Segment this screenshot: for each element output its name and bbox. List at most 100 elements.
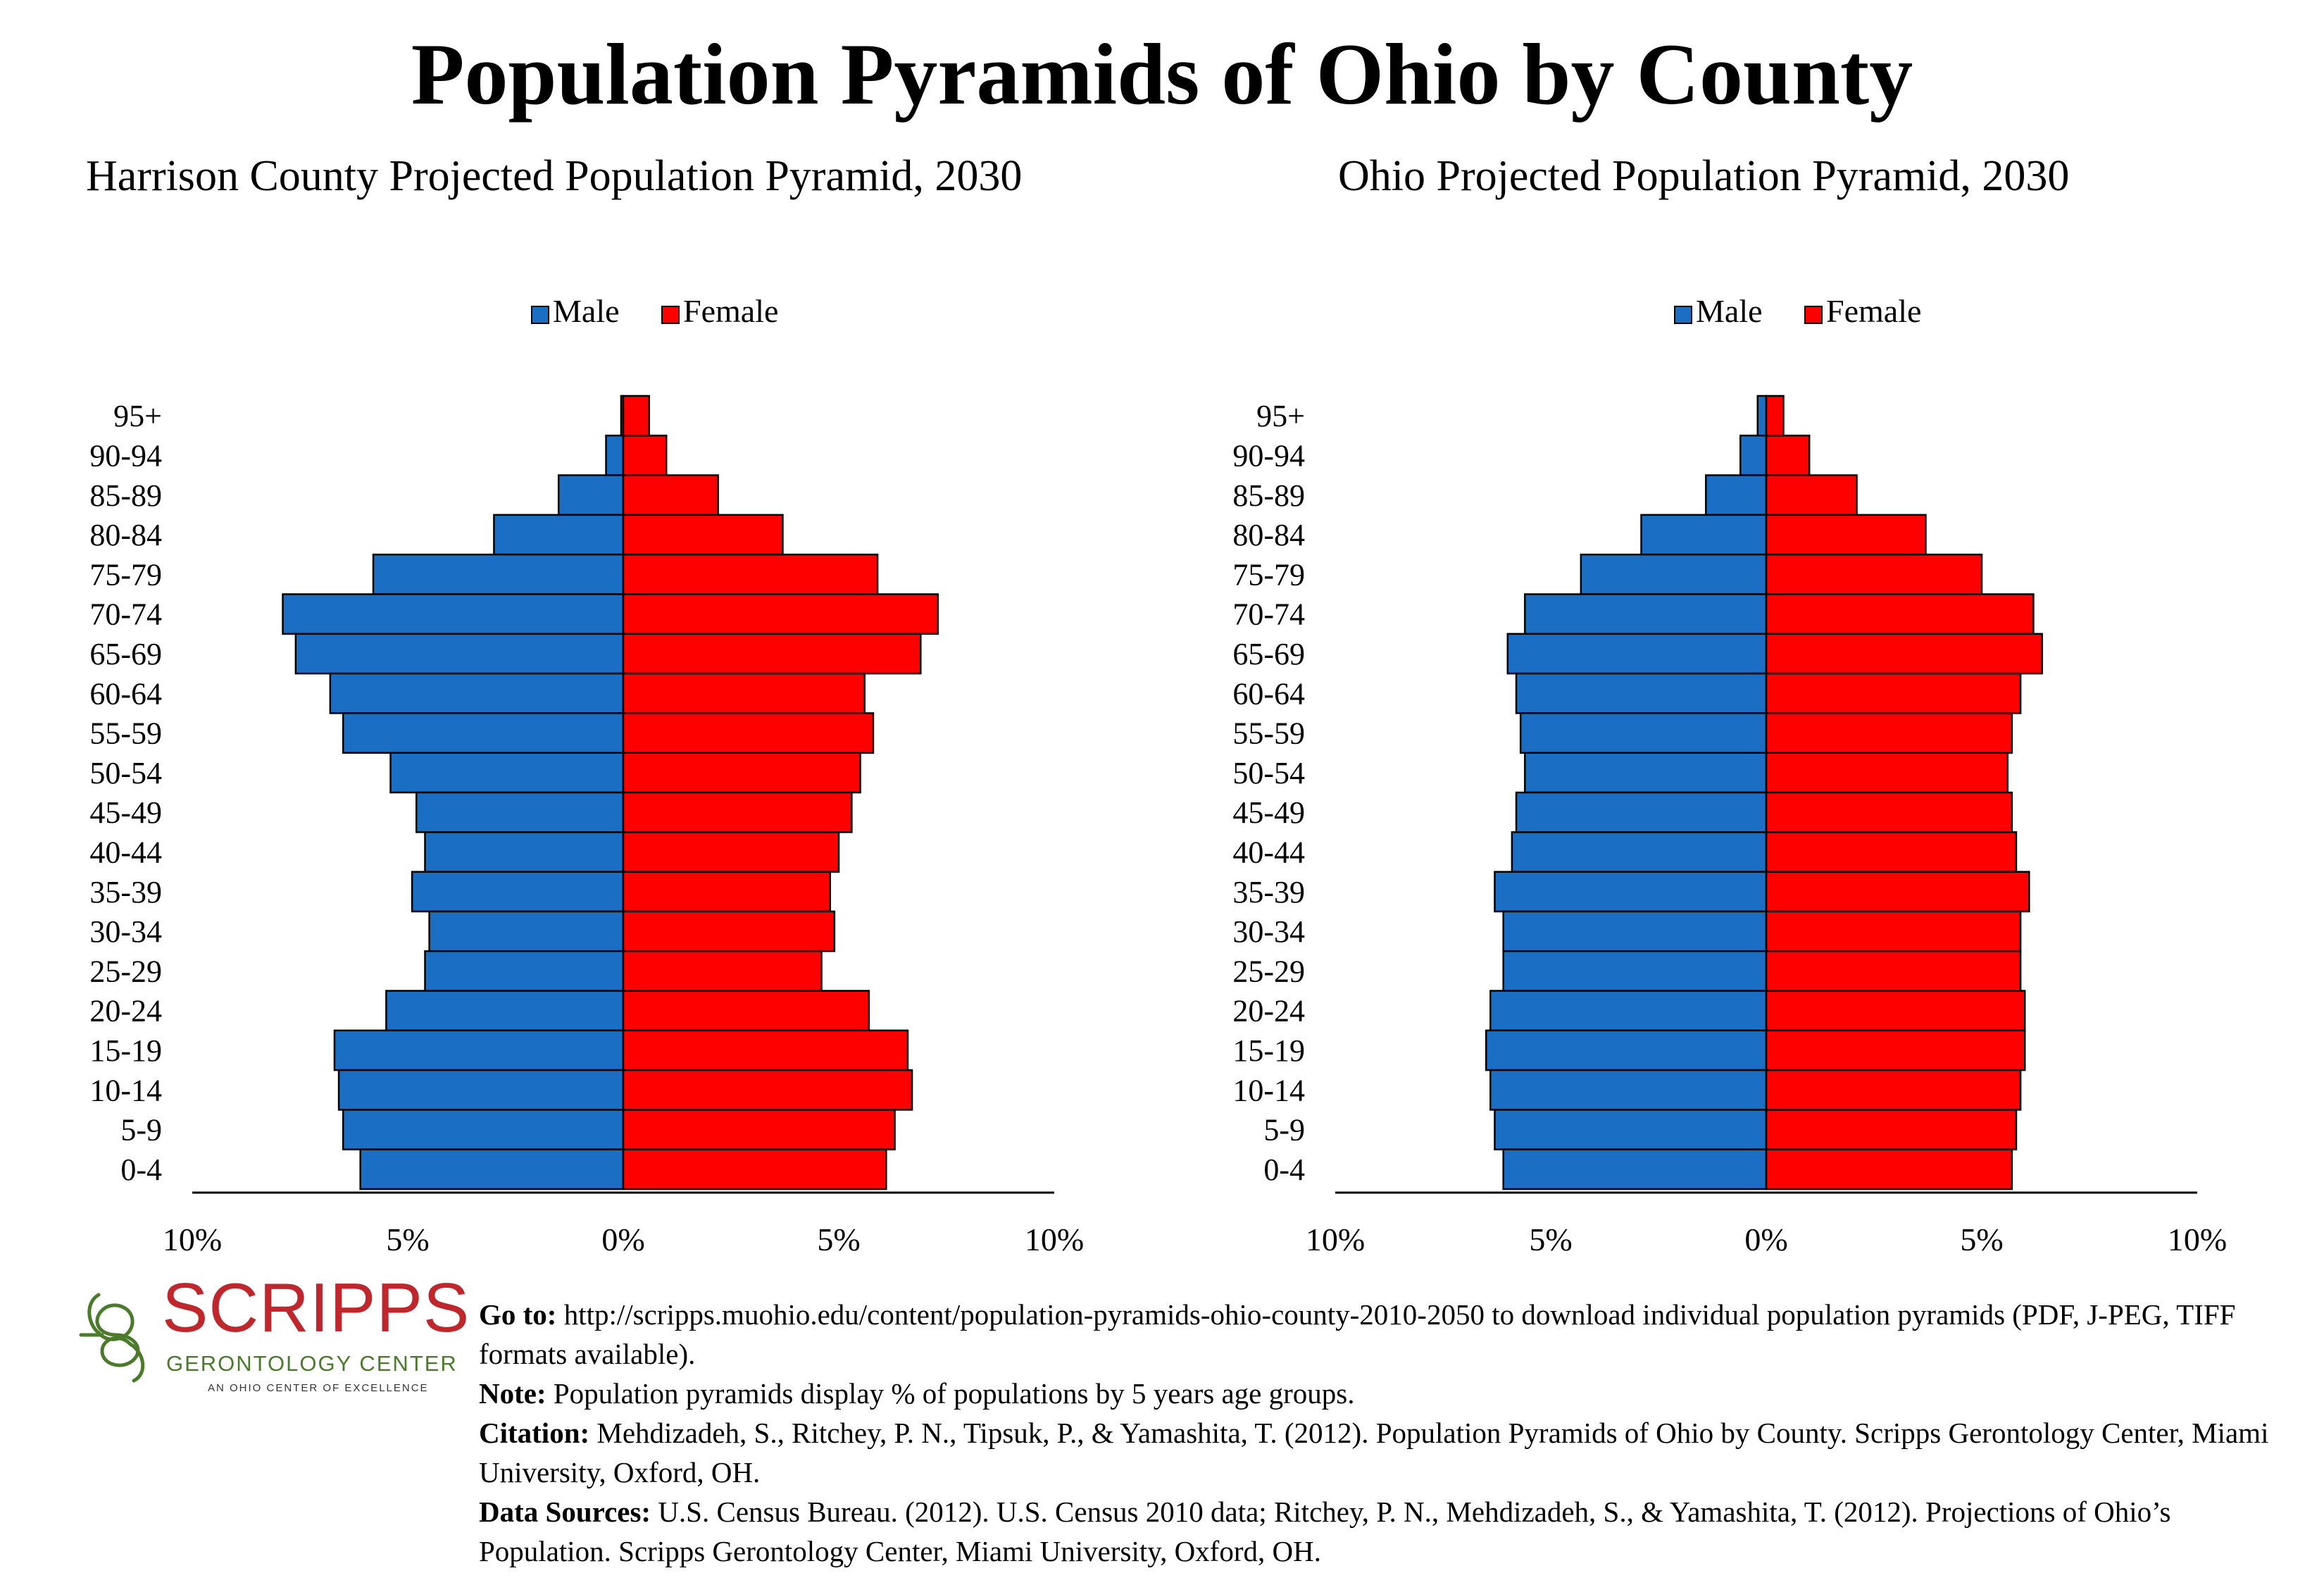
bar-male-30-34	[428, 910, 625, 952]
category-label-25-29: 25-29	[89, 954, 162, 988]
bar-male-65-69	[294, 633, 625, 675]
footer-note: Note: Population pyramids display % of p…	[479, 1374, 2310, 1413]
goto-text: http://scripps.muohio.edu/content/popula…	[479, 1298, 2236, 1370]
bar-female-40-44	[622, 831, 840, 873]
category-label-50-54: 50-54	[1232, 756, 1305, 790]
bar-male-45-49	[1515, 791, 1768, 833]
legend-swatch-male	[531, 306, 549, 324]
category-label-45-49: 45-49	[1232, 795, 1305, 830]
legend-label-male: Male	[553, 293, 620, 329]
bar-female-85-89	[1765, 474, 1858, 516]
bar-male-90-94	[605, 435, 625, 476]
bar-female-95+	[1765, 394, 1785, 437]
bar-male-15-19	[333, 1029, 625, 1071]
bar-male-45-49	[415, 791, 625, 833]
bar-female-70-74	[622, 593, 939, 635]
category-label-80-84: 80-84	[1232, 518, 1305, 552]
bar-female-65-69	[622, 633, 922, 675]
bar-male-75-79	[1580, 553, 1768, 595]
bar-female-80-84	[622, 514, 784, 556]
goto-label: Go to:	[479, 1298, 557, 1331]
bar-male-70-74	[1524, 593, 1768, 635]
footer-notes: Go to: http://scripps.muohio.edu/content…	[479, 1295, 2310, 1571]
bar-male-85-89	[557, 474, 625, 516]
scripps-logo: SCRIPPS GERONTOLOGY CENTER AN OHIO CENTE…	[77, 1269, 472, 1409]
bar-female-5-9	[1765, 1109, 2018, 1150]
category-label-60-64: 60-64	[1232, 676, 1305, 711]
category-label-10-14: 10-14	[1232, 1073, 1305, 1107]
category-label-20-24: 20-24	[1232, 994, 1305, 1028]
bar-female-50-54	[622, 752, 861, 794]
x-tick-label: 5%	[1960, 1222, 2003, 1257]
citation-label: Citation:	[479, 1417, 590, 1449]
bar-female-25-29	[1765, 950, 2022, 992]
bar-female-30-34	[1765, 910, 2022, 952]
category-label-20-24: 20-24	[89, 994, 162, 1028]
bar-male-85-89	[1705, 474, 1768, 516]
category-label-75-79: 75-79	[89, 557, 162, 592]
x-tick-label: 5%	[817, 1222, 860, 1257]
category-label-0-4: 0-4	[120, 1152, 162, 1187]
category-label-85-89: 85-89	[1232, 478, 1305, 513]
bar-female-35-39	[622, 871, 832, 913]
category-label-30-34: 30-34	[1232, 914, 1305, 949]
x-tick-label: 0%	[601, 1222, 644, 1257]
logo-wordmark: SCRIPPS	[162, 1269, 470, 1346]
bar-female-80-84	[1765, 514, 1927, 556]
bar-female-65-69	[1765, 633, 2043, 675]
bar-male-80-84	[1640, 514, 1768, 556]
bar-male-50-54	[389, 752, 625, 794]
category-label-15-19: 15-19	[1232, 1033, 1305, 1068]
citation-text: Mehdizadeh, S., Ritchey, P. N., Tipsuk, …	[479, 1417, 2269, 1488]
bar-male-35-39	[1494, 871, 1768, 913]
chart-title-harrison: Harrison County Projected Population Pyr…	[86, 152, 1023, 200]
category-label-35-39: 35-39	[89, 875, 162, 909]
bar-female-45-49	[622, 791, 853, 833]
note-text: Population pyramids display % of populat…	[546, 1377, 1355, 1410]
bar-female-75-79	[1765, 553, 1983, 595]
category-label-95+: 95+	[113, 399, 162, 433]
bar-female-5-9	[622, 1109, 896, 1150]
bar-male-60-64	[329, 672, 625, 714]
category-label-10-14: 10-14	[89, 1073, 162, 1107]
bar-female-90-94	[1765, 435, 1811, 476]
bar-male-20-24	[385, 990, 625, 1032]
category-label-15-19: 15-19	[89, 1033, 162, 1068]
category-label-55-59: 55-59	[89, 716, 162, 751]
category-label-65-69: 65-69	[89, 637, 162, 671]
bar-male-90-94	[1739, 435, 1768, 476]
bar-male-5-9	[1494, 1109, 1768, 1150]
bar-female-55-59	[622, 712, 875, 754]
category-label-25-29: 25-29	[1232, 954, 1305, 988]
x-tick-label: 10%	[163, 1222, 222, 1257]
bar-male-35-39	[411, 871, 625, 913]
bar-male-25-29	[1502, 950, 1768, 992]
category-label-0-4: 0-4	[1263, 1152, 1305, 1187]
chart-legend: Male Female	[1674, 293, 1921, 329]
bar-female-85-89	[622, 474, 719, 516]
bar-female-20-24	[1765, 990, 2026, 1032]
x-tick-label: 10%	[2168, 1222, 2227, 1257]
legend-swatch-female	[1804, 306, 1823, 324]
bar-female-0-4	[622, 1148, 887, 1191]
bar-male-95+	[1756, 394, 1768, 437]
category-label-80-84: 80-84	[89, 518, 162, 552]
bar-male-40-44	[1511, 831, 1768, 873]
bar-female-15-19	[1765, 1029, 2026, 1071]
bar-female-10-14	[622, 1069, 913, 1111]
x-tick-label: 0%	[1744, 1222, 1787, 1257]
page-title: Population Pyramids of Ohio by County	[411, 26, 1913, 123]
category-label-35-39: 35-39	[1232, 875, 1305, 909]
category-label-45-49: 45-49	[89, 795, 162, 830]
bar-female-10-14	[1765, 1069, 2022, 1111]
pyramid-chart-ohio: Male Female 95+ 90-94 85-89 80-84 75-79 70-74 65…	[1232, 293, 2227, 1257]
bar-male-20-24	[1489, 990, 1768, 1032]
bar-male-50-54	[1524, 752, 1768, 794]
sources-text: U.S. Census Bureau. (2012). U.S. Census …	[479, 1496, 2171, 1567]
category-label-85-89: 85-89	[89, 478, 162, 513]
bar-male-55-59	[342, 712, 625, 754]
spiral-logo-icon	[79, 1293, 145, 1383]
chart-title-ohio: Ohio Projected Population Pyramid, 2030	[1338, 152, 2070, 200]
note-label: Note:	[479, 1377, 546, 1410]
bar-female-0-4	[1765, 1148, 2013, 1191]
